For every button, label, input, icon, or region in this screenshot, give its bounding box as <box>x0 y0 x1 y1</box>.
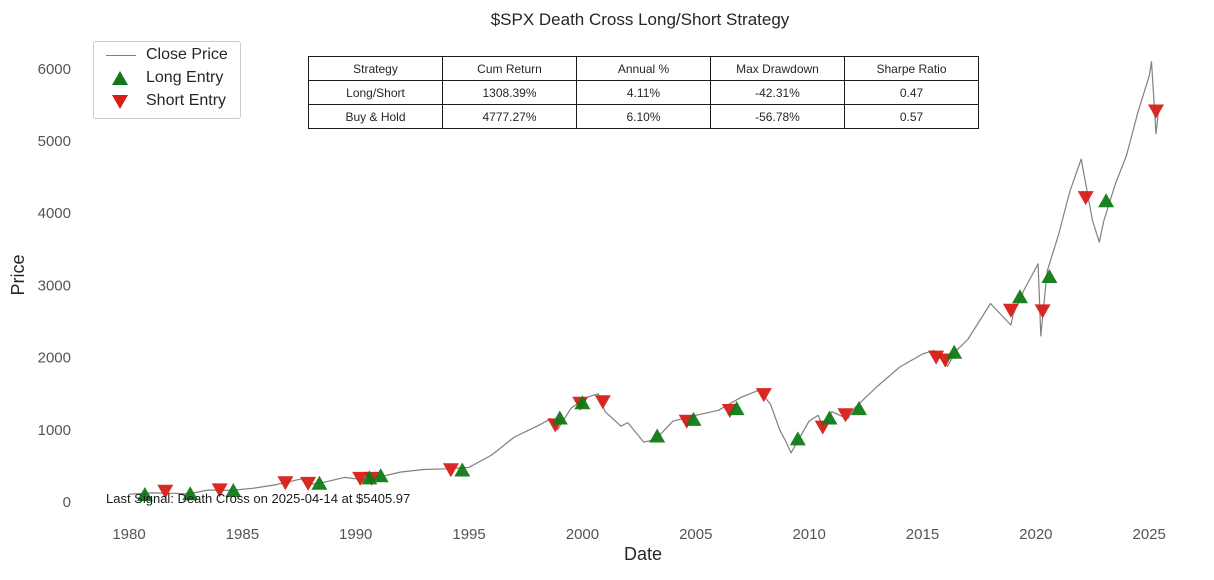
legend-item-short-entry: Short Entry <box>94 90 240 112</box>
table-cell: 1308.39% <box>442 80 577 105</box>
x-tick-label: 1985 <box>226 526 259 543</box>
long-entry-marker <box>789 431 806 446</box>
triangle-down-icon <box>112 95 128 109</box>
y-tick-label: 6000 <box>38 61 71 78</box>
y-tick-label: 0 <box>63 494 71 511</box>
legend-label: Close Price <box>146 46 228 63</box>
long-entry-marker <box>685 411 702 426</box>
x-tick-label: 2005 <box>679 526 712 543</box>
table-header-cell: Max Drawdown <box>710 56 845 81</box>
y-tick-label: 2000 <box>38 350 71 367</box>
table-cell: Long/Short <box>308 80 443 105</box>
table-cell: 4777.27% <box>442 104 577 129</box>
short-entry-marker <box>837 408 854 423</box>
short-entry-marker <box>442 463 459 478</box>
short-entry-marker <box>300 476 317 491</box>
x-tick-label: 1995 <box>452 526 485 543</box>
short-entry-marker <box>277 476 294 491</box>
x-tick-label: 1990 <box>339 526 372 543</box>
y-tick-label: 5000 <box>38 133 71 150</box>
y-tick-label: 3000 <box>38 277 71 294</box>
legend-label: Long Entry <box>146 69 224 86</box>
short-entry-marker <box>755 388 772 403</box>
short-entry-marker <box>1077 191 1094 206</box>
long-entry-marker <box>225 483 242 497</box>
long-entry-marker <box>851 401 867 416</box>
chart-legend: Close Price Long Entry Short Entry <box>93 41 241 119</box>
long-entry-marker <box>728 401 745 416</box>
long-entry-marker <box>946 344 963 359</box>
legend-item-long-entry: Long Entry <box>94 67 240 89</box>
legend-item-close-price: Close Price <box>94 44 240 66</box>
x-tick-label: 1980 <box>112 526 145 543</box>
table-cell: -56.78% <box>710 104 845 129</box>
long-entry-marker <box>372 468 389 483</box>
last-signal-annotation: Last Signal: Death Cross on 2025-04-14 a… <box>106 491 410 506</box>
long-entry-marker <box>1012 289 1028 304</box>
table-row: Long/Short 1308.39% 4.11% -42.31% 0.47 <box>308 80 979 105</box>
x-tick-label: 2000 <box>566 526 599 543</box>
y-tick-label: 4000 <box>38 205 71 222</box>
x-tick-label: 2010 <box>792 526 825 543</box>
table-cell: 0.57 <box>844 104 979 129</box>
triangle-up-icon <box>112 71 128 85</box>
long-entry-marker <box>182 486 199 501</box>
long-entry-marker <box>136 487 153 501</box>
x-axis-label: Date <box>624 544 662 564</box>
plot-area <box>128 61 1164 501</box>
short-entry-marker <box>211 483 228 498</box>
x-axis-ticks: 1980 1985 1990 1995 2000 2005 2010 2015 2020 2025 <box>112 526 1166 543</box>
long-entry-marker <box>311 475 328 490</box>
long-entry-marker <box>361 470 378 485</box>
short-entry-marker <box>1148 104 1164 119</box>
chart-title: $SPX Death Cross Long/Short Strategy <box>491 10 790 29</box>
table-header-row: Strategy Cum Return Annual % Max Drawdow… <box>308 56 979 81</box>
long-entry-marker <box>574 395 591 410</box>
table-cell: 6.10% <box>576 104 711 129</box>
legend-label: Short Entry <box>146 92 227 109</box>
short-entry-marker <box>157 484 174 499</box>
performance-table: Strategy Cum Return Annual % Max Drawdow… <box>308 56 979 129</box>
table-cell: -42.31% <box>710 80 845 105</box>
table-header-cell: Strategy <box>308 56 443 81</box>
table-cell: 4.11% <box>576 80 711 105</box>
y-axis-label: Price <box>8 254 28 295</box>
x-tick-label: 2020 <box>1019 526 1052 543</box>
y-tick-label: 1000 <box>38 422 71 439</box>
short-entry-marker <box>1034 304 1051 319</box>
long-entry-marker <box>1098 193 1115 208</box>
legend-line-swatch <box>106 55 136 56</box>
long-entry-marker <box>1041 269 1058 283</box>
short-entry-marker <box>352 471 369 486</box>
x-tick-label: 2015 <box>906 526 939 543</box>
long-entry-marker <box>821 410 838 425</box>
table-header-cell: Sharpe Ratio <box>844 56 979 81</box>
table-header-cell: Cum Return <box>442 56 577 81</box>
table-cell: 0.47 <box>844 80 979 105</box>
table-cell: Buy & Hold <box>308 104 443 129</box>
x-tick-label: 2025 <box>1133 526 1166 543</box>
y-axis-ticks: 0 1000 2000 3000 4000 5000 6000 <box>38 61 71 511</box>
table-row: Buy & Hold 4777.27% 6.10% -56.78% 0.57 <box>308 104 979 129</box>
long-entry-marker <box>454 462 471 477</box>
short-entry-marker <box>594 395 611 410</box>
short-entry-marker <box>1002 303 1019 318</box>
long-entry-marker <box>649 428 666 443</box>
long-entry-marker <box>551 410 568 425</box>
table-header-cell: Annual % <box>576 56 711 81</box>
